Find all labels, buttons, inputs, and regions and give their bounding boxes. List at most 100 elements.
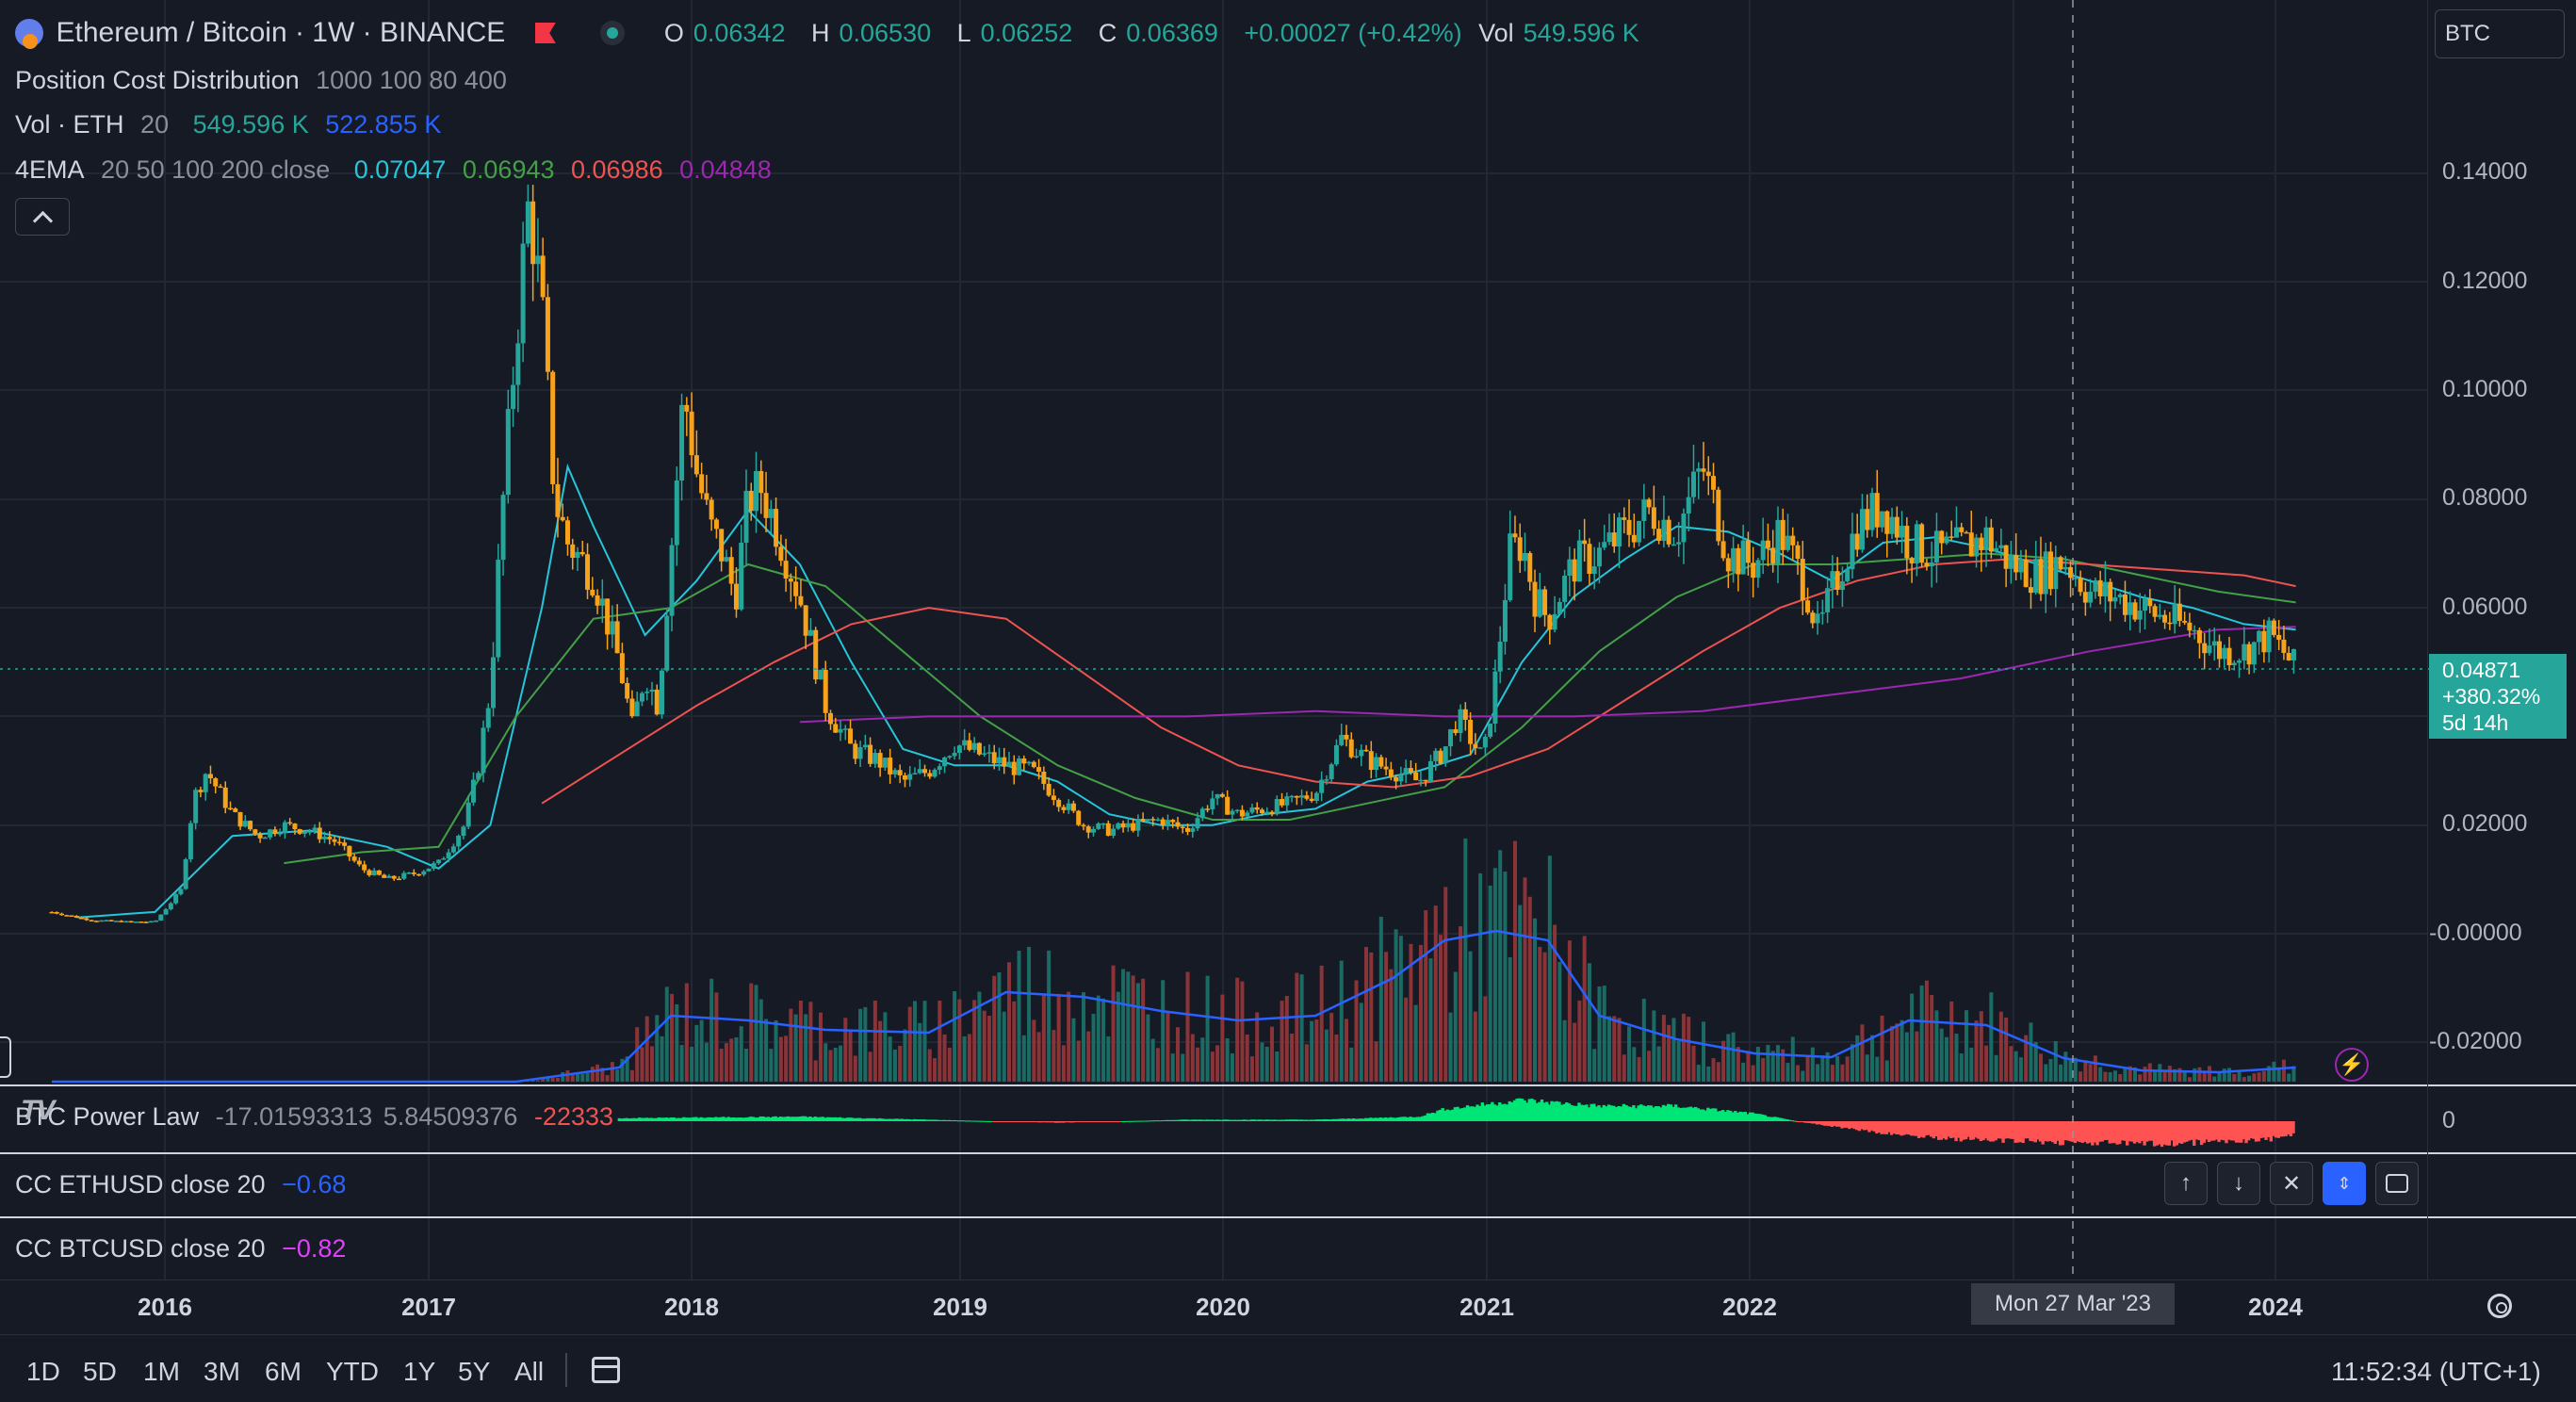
cc-btcusd-legend[interactable]: CC BTCUSD close 20 −0.82 xyxy=(15,1234,347,1263)
power-law-bar xyxy=(1606,1104,1611,1121)
timeframe-3m[interactable]: 3M xyxy=(204,1357,240,1386)
candle-body xyxy=(1482,736,1488,748)
candle-body xyxy=(1427,760,1433,782)
volume-bar xyxy=(1473,1011,1477,1082)
volume-bar xyxy=(2068,1059,2073,1082)
power-law-bar xyxy=(1002,1121,1006,1122)
power-law-bar xyxy=(1118,1121,1122,1122)
power-law-bar xyxy=(1936,1121,1941,1140)
candle-body xyxy=(1889,516,1895,534)
candle-body xyxy=(2023,559,2029,588)
power-law-bar xyxy=(907,1118,911,1121)
vol-legend[interactable]: Vol · ETH 20 549.596 K 522.855 K xyxy=(15,110,442,139)
date-range-calendar-icon[interactable] xyxy=(592,1357,620,1383)
timeframe-6m[interactable]: 6M xyxy=(265,1357,302,1386)
power-law-bar xyxy=(1599,1107,1604,1121)
power-law-bar xyxy=(1875,1121,1879,1133)
timeframe-1y[interactable]: 1Y xyxy=(403,1357,436,1386)
timeframe-5y[interactable]: 5Y xyxy=(458,1357,491,1386)
candle-body xyxy=(1408,768,1413,773)
candle-body xyxy=(431,863,436,869)
candle-body xyxy=(1884,511,1890,534)
market-status-icon[interactable] xyxy=(600,21,626,45)
candle-body xyxy=(222,787,228,808)
power-law-bar xyxy=(2193,1121,2196,1147)
power-law-bar xyxy=(999,1121,1003,1122)
candle-body xyxy=(1859,509,1865,550)
volume-bar xyxy=(1483,996,1488,1082)
power-law-bar xyxy=(2152,1121,2157,1147)
volume-bar xyxy=(1012,1001,1017,1082)
candle-body xyxy=(500,495,506,561)
power-law-bar xyxy=(1188,1119,1192,1121)
currency-select[interactable]: BTC xyxy=(2435,9,2565,58)
candle-body xyxy=(1686,497,1691,514)
timeframe-all[interactable]: All xyxy=(514,1357,545,1386)
pane-separator[interactable] xyxy=(0,1152,2576,1154)
power-law-bar xyxy=(1746,1114,1750,1121)
candle-body xyxy=(579,551,585,555)
maximize-pane-button[interactable]: ⇕ xyxy=(2323,1162,2366,1205)
power-law-bar xyxy=(1334,1118,1338,1121)
power-law-bar xyxy=(1912,1121,1916,1136)
power-law-bar xyxy=(2100,1121,2105,1142)
pane-settings-button[interactable] xyxy=(2375,1162,2419,1205)
candle-body xyxy=(1572,559,1577,582)
power-law-bar xyxy=(1049,1121,1053,1123)
move-pane-down-button[interactable]: ↓ xyxy=(2217,1162,2260,1205)
candle-body xyxy=(1914,524,1919,563)
power-law-legend[interactable]: BTC Power Law -17.01593313 5.84509376 -2… xyxy=(15,1102,614,1131)
power-law-bar xyxy=(1198,1119,1201,1121)
pcd-legend[interactable]: Position Cost Distribution 1000 100 80 4… xyxy=(15,66,507,94)
volume-bar xyxy=(1899,1019,1904,1082)
ema-legend[interactable]: 4EMA 20 50 100 200 close 0.07047 0.06943… xyxy=(15,155,772,184)
left-edge-handle[interactable] xyxy=(0,1036,11,1078)
power-law-bar xyxy=(2261,1121,2266,1138)
move-pane-up-button[interactable]: ↑ xyxy=(2164,1162,2208,1205)
timeframe-1d[interactable]: 1D xyxy=(26,1357,60,1386)
lightning-icon[interactable]: ⚡ xyxy=(2335,1048,2369,1082)
power-law-bar xyxy=(757,1117,760,1121)
power-law-bar xyxy=(758,1116,763,1121)
flag-icon[interactable] xyxy=(534,23,556,43)
pane-separator[interactable] xyxy=(0,1216,2576,1218)
volume-bar xyxy=(2029,1022,2033,1082)
candle-body xyxy=(421,871,427,875)
power-law-bar xyxy=(1907,1121,1911,1135)
power-law-bar xyxy=(1181,1119,1184,1121)
candle-body xyxy=(1780,519,1785,550)
volume-bar xyxy=(1592,1049,1597,1082)
symbol-logo-icon[interactable] xyxy=(15,19,43,49)
symbol-title[interactable]: Ethereum / Bitcoin · 1W · BINANCE xyxy=(56,17,506,48)
power-law-bar xyxy=(1116,1121,1120,1122)
volume-bar xyxy=(1994,1054,1998,1082)
timeframe-ytd[interactable]: YTD xyxy=(326,1357,379,1386)
volume-bar xyxy=(898,1045,903,1082)
power-law-bar xyxy=(2162,1121,2166,1145)
close-icon: ✕ xyxy=(2281,1170,2302,1197)
cc-ethusd-legend[interactable]: CC ETHUSD close 20 −0.68 xyxy=(15,1170,347,1198)
power-law-bar xyxy=(1793,1120,1797,1122)
pane-separator[interactable] xyxy=(0,1084,2576,1086)
timeframe-1m[interactable]: 1M xyxy=(143,1357,180,1386)
power-law-bar xyxy=(766,1117,770,1121)
collapse-legend-button[interactable] xyxy=(15,198,70,236)
chart-settings-gear-icon[interactable] xyxy=(2487,1294,2512,1318)
power-law-bar xyxy=(2274,1121,2278,1138)
power-law-bar xyxy=(771,1117,775,1121)
power-law-bar xyxy=(734,1117,738,1121)
power-law-bar xyxy=(1592,1103,1596,1121)
candle-body xyxy=(2088,591,2094,603)
volume-bar xyxy=(675,1003,679,1082)
candle-body xyxy=(139,921,144,923)
power-law-bar xyxy=(2194,1121,2199,1140)
power-law-bar xyxy=(962,1120,966,1122)
timeframe-5d[interactable]: 5D xyxy=(83,1357,117,1386)
clock[interactable]: 11:52:34 (UTC+1) xyxy=(2331,1357,2541,1386)
power-law-bar xyxy=(1865,1121,1869,1131)
close-pane-button[interactable]: ✕ xyxy=(2270,1162,2313,1205)
volume-bar xyxy=(1954,1034,1959,1082)
candle-body xyxy=(456,835,462,847)
volume-bar xyxy=(1944,1036,1948,1082)
